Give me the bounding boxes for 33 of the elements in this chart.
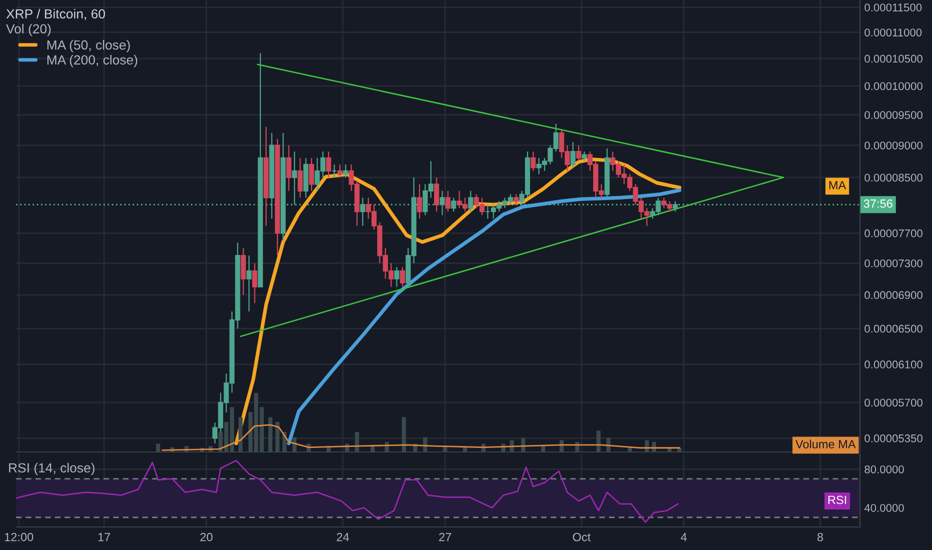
y-tick-label: 0.00007700 bbox=[864, 229, 922, 238]
annotation: RSI bbox=[828, 496, 846, 504]
y-tick-label: 0.00010500 bbox=[864, 54, 922, 63]
legend-label: MA (50, close) bbox=[47, 40, 130, 52]
y-tick-label: 0.00006500 bbox=[864, 324, 922, 333]
text: 37:56 bbox=[864, 199, 892, 208]
y-tick-label: 80.0000 bbox=[864, 465, 904, 474]
x-tick-label: 8 bbox=[817, 532, 823, 542]
y-tick-label: 0.00010000 bbox=[864, 82, 922, 90]
x-tick-label: Oct bbox=[572, 532, 591, 542]
annotation: MA bbox=[829, 181, 846, 190]
x-tick-label: 12:00 bbox=[4, 532, 34, 542]
x-tick-label: 17 bbox=[98, 532, 110, 542]
y-tick-label: 0.00009500 bbox=[864, 111, 922, 119]
x-tick-label: 27 bbox=[439, 532, 452, 542]
annotation: Volume MA bbox=[795, 440, 856, 448]
text: RSI (14, close) bbox=[9, 462, 94, 476]
y-tick-label: 0.00006100 bbox=[864, 360, 922, 368]
y-tick-label: 0.00007300 bbox=[864, 259, 922, 268]
y-tick-label: 0.00009000 bbox=[864, 142, 922, 150]
y-tick-label: 0.00005350 bbox=[864, 434, 922, 442]
y-tick-label: 0.00011500 bbox=[864, 4, 922, 12]
y-tick-label: 40.0000 bbox=[864, 504, 904, 512]
y-tick-label: 0.00005700 bbox=[864, 398, 922, 407]
y-tick-label: 0.00008500 bbox=[864, 174, 922, 182]
chart-title: Vol (20) bbox=[6, 24, 51, 36]
x-tick-label: 20 bbox=[200, 532, 212, 542]
text: XRP / Bitcoin, 60 bbox=[6, 8, 105, 20]
x-tick-label: 4 bbox=[680, 532, 687, 542]
x-tick-label: 24 bbox=[336, 532, 350, 542]
legend-label: MA (200, close) bbox=[47, 54, 138, 68]
y-tick-label: 0.00006900 bbox=[864, 291, 922, 300]
y-tick-label: 0.00011000 bbox=[864, 28, 922, 36]
